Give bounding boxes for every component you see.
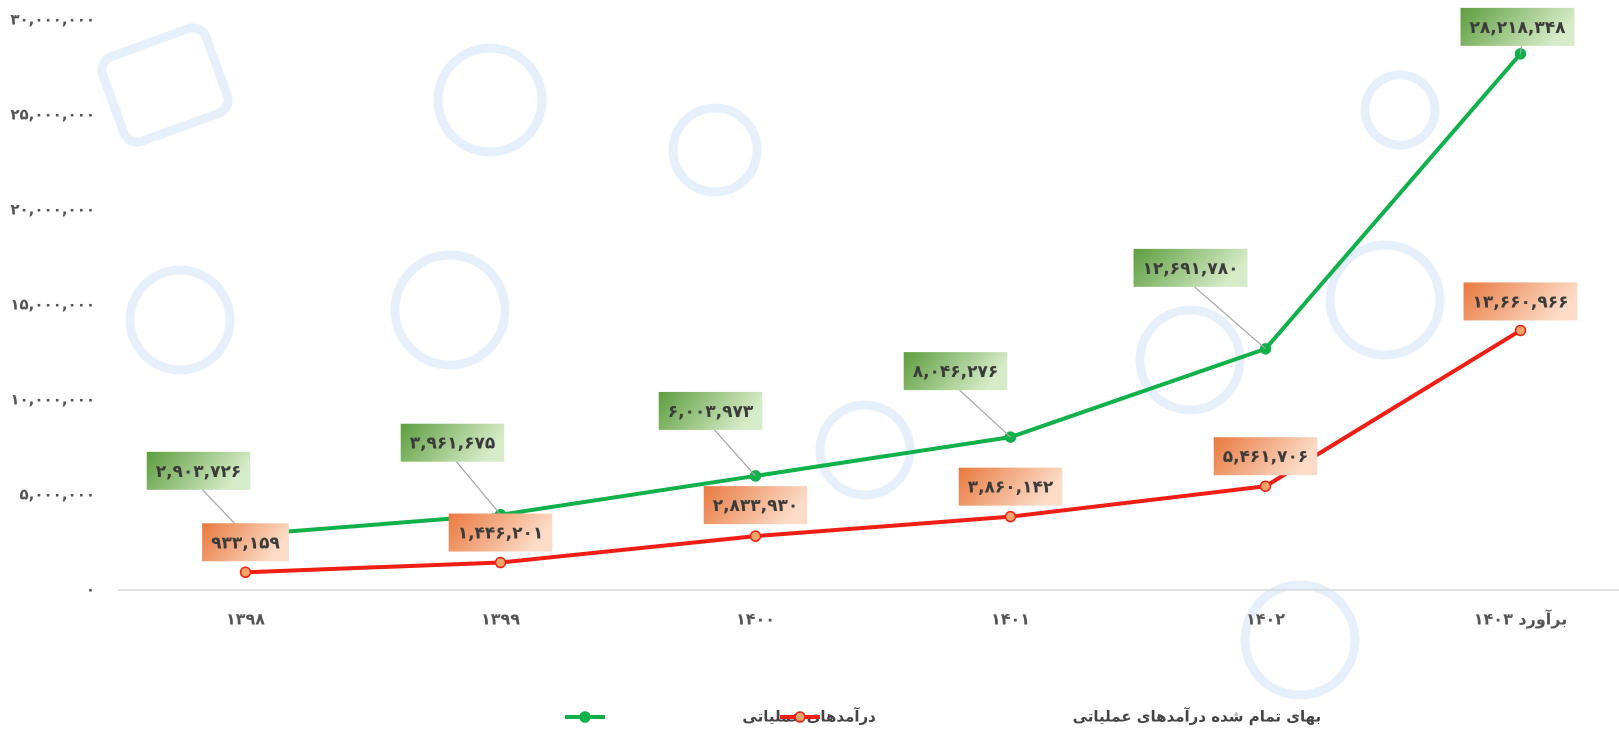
x-tick-label: ۱۴۰۰ (736, 610, 775, 629)
x-tick-label: ۱۳۹۹ (481, 610, 520, 629)
legend-label: بهای تمام شده درآمدهای عملیاتی (1073, 708, 1322, 726)
data-label: ۲,۹۰۳,۷۲۶ (147, 452, 251, 535)
data-label-text: ۳,۹۶۱,۶۷۵ (410, 434, 496, 454)
data-label: ۲۸,۲۱۸,۳۴۸ (1461, 8, 1575, 54)
y-tick-label: ۱۰,۰۰۰,۰۰۰ (10, 391, 95, 409)
x-tick-label: ۱۳۹۸ (226, 610, 265, 629)
y-tick-label: ۰ (86, 581, 95, 599)
data-label: ۳,۸۶۰,۱۴۲ (959, 468, 1063, 506)
data-label-text: ۵,۴۶۱,۷۰۶ (1223, 447, 1309, 467)
data-label: ۶,۰۰۳,۹۷۳ (659, 392, 763, 476)
data-label: ۱۲,۶۹۱,۷۸۰ (1134, 249, 1266, 349)
data-label-text: ۸,۰۴۶,۲۷۶ (913, 362, 999, 382)
chart: ۰ ۵,۰۰۰,۰۰۰ ۱۰,۰۰۰,۰۰۰ ۱۵,۰۰۰,۰۰۰ ۲۰,۰۰۰,۰۰۰… (0, 0, 1619, 751)
data-label-text: ۶,۰۰۳,۹۷۳ (668, 402, 754, 422)
data-label: ۹۳۳,۱۵۹ (202, 523, 289, 561)
data-label: ۵,۴۶۱,۷۰۶ (1214, 437, 1318, 475)
data-label: ۸,۰۴۶,۲۷۶ (904, 352, 1011, 437)
data-label: ۲,۸۳۳,۹۳۰ (704, 486, 808, 524)
data-label-text: ۹۳۳,۱۵۹ (211, 533, 280, 553)
point-marker (1006, 512, 1016, 522)
legend-swatch-marker (795, 712, 805, 722)
legend-swatch-marker (580, 712, 590, 722)
data-label-text: ۲,۸۳۳,۹۳۰ (713, 496, 799, 516)
y-tick-label: ۳۰,۰۰۰,۰۰۰ (10, 11, 95, 29)
data-label-text: ۱۲,۶۹۱,۷۸۰ (1143, 259, 1239, 279)
data-label: ۱,۴۴۶,۲۰۱ (449, 514, 553, 552)
x-tick-label: ۱۴۰۱ (991, 610, 1030, 629)
y-tick-label: ۲۵,۰۰۰,۰۰۰ (10, 106, 95, 124)
data-label-text: ۳,۸۶۰,۱۴۲ (968, 478, 1054, 498)
leader-line (960, 390, 1011, 437)
page: {"chart_data": {"type": "line", "categor… (0, 0, 1619, 751)
data-label-text: ۱۳,۶۶۰,۹۶۶ (1473, 292, 1569, 312)
y-tick-label: ۲۰,۰۰۰,۰۰۰ (10, 201, 95, 219)
leader-line (457, 462, 501, 515)
x-tick-label: ۱۴۰۲ (1246, 610, 1285, 629)
data-label-text: ۲,۹۰۳,۷۲۶ (156, 462, 242, 482)
point-marker (751, 531, 761, 541)
y-tick-label: ۵,۰۰۰,۰۰۰ (20, 486, 95, 504)
y-tick-label: ۱۵,۰۰۰,۰۰۰ (10, 296, 95, 314)
data-label-text: ۲۸,۲۱۸,۳۴۸ (1470, 18, 1567, 38)
point-marker (1261, 481, 1271, 491)
data-label: ۳,۹۶۱,۶۷۵ (401, 424, 505, 515)
data-label-text: ۱,۴۴۶,۲۰۱ (458, 524, 544, 544)
point-marker (496, 558, 506, 568)
x-tick-label: برآورد ۱۴۰۳ (1474, 609, 1567, 629)
point-marker (1516, 325, 1526, 335)
data-label: ۱۳,۶۶۰,۹۶۶ (1464, 282, 1578, 320)
leader-line (1195, 287, 1266, 349)
leader-line (715, 430, 756, 476)
point-marker (241, 567, 251, 577)
